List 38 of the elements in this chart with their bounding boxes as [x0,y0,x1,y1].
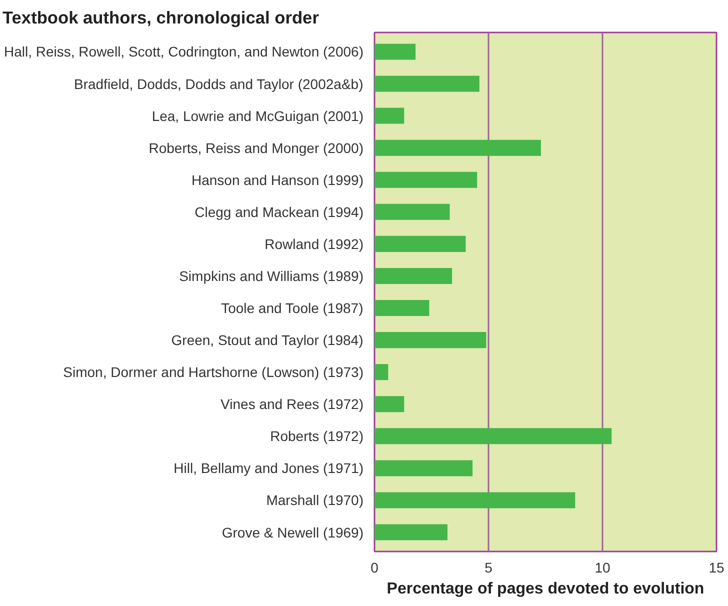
y-tick-label: Marshall (1970) [266,492,364,508]
x-tick-label: 0 [370,560,379,576]
y-tick-label: Roberts (1972) [270,428,364,444]
y-tick-label: Hanson and Hanson (1999) [191,172,364,188]
y-tick-label: Clegg and Mackean (1994) [194,204,364,220]
y-tick-label: Vines and Rees (1972) [220,396,364,412]
bar [374,300,430,316]
bar [374,364,388,380]
x-tick-label: 15 [708,560,724,576]
text: Textbook authors, chronological order [2,8,320,28]
y-tick-label: Simon, Dormer and Hartshorne (Lowson) (1973) [63,364,364,380]
y-tick-label: Grove & Newell (1969) [222,524,364,540]
y-tick-label: Simpkins and Williams (1989) [179,268,364,284]
bar [374,460,473,476]
x-tick-label: 5 [484,560,493,576]
bar [374,396,404,412]
y-tick-label: Rowland (1992) [264,236,364,252]
bar [374,76,480,92]
y-tick-label: Hall, Reiss, Rowell, Scott, Codrington, and Newton (2006) [4,44,364,60]
bar [374,172,478,188]
bar [374,44,416,60]
bar [374,140,541,156]
x-tick-label: 10 [594,560,610,576]
bar [374,492,576,508]
y-tick-label: Hill, Bellamy and Jones (1971) [174,460,364,476]
bar [374,332,486,348]
bar [374,524,448,540]
y-tick-label: Toole and Toole (1987) [221,300,364,316]
bar [374,268,452,284]
bar [374,236,466,252]
y-tick-label: Lea, Lowrie and McGuigan (2001) [152,108,364,124]
bar [374,428,612,444]
x-axis-title: Percentage of pages devoted to evolution [386,580,704,598]
y-tick-label: Green, Stout and Taylor (1984) [171,332,364,348]
bar [374,204,450,220]
y-tick-label: Roberts, Reiss and Monger (2000) [148,140,364,156]
y-tick-label: Bradfield, Dodds, Dodds and Taylor (2002a&b) [74,76,364,92]
bar [374,108,404,124]
